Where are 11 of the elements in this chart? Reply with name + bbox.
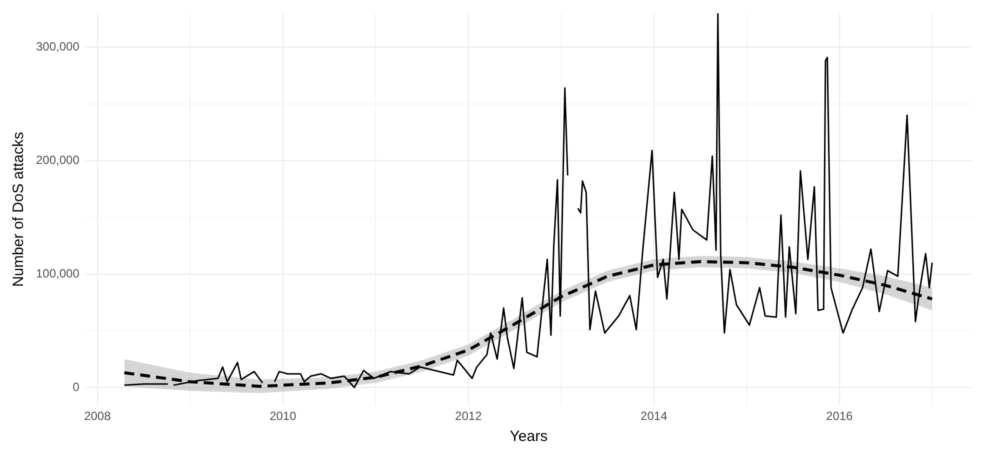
y-axis-title: Number of DoS attacks (10, 132, 28, 287)
x-axis-title: Years (510, 428, 548, 446)
y-tick-label: 0 (72, 380, 80, 394)
x-tick-label: 2014 (640, 409, 668, 424)
y-tick-label: 200,000 (36, 152, 80, 167)
x-tick-label: 2016 (826, 409, 854, 424)
y-tick-label: 100,000 (36, 266, 80, 280)
x-tick-label: 2008 (84, 409, 112, 424)
x-tick-label: 2010 (270, 409, 297, 424)
y-tick-label: 300,000 (36, 40, 80, 54)
x-tick-label: 2012 (455, 409, 482, 424)
